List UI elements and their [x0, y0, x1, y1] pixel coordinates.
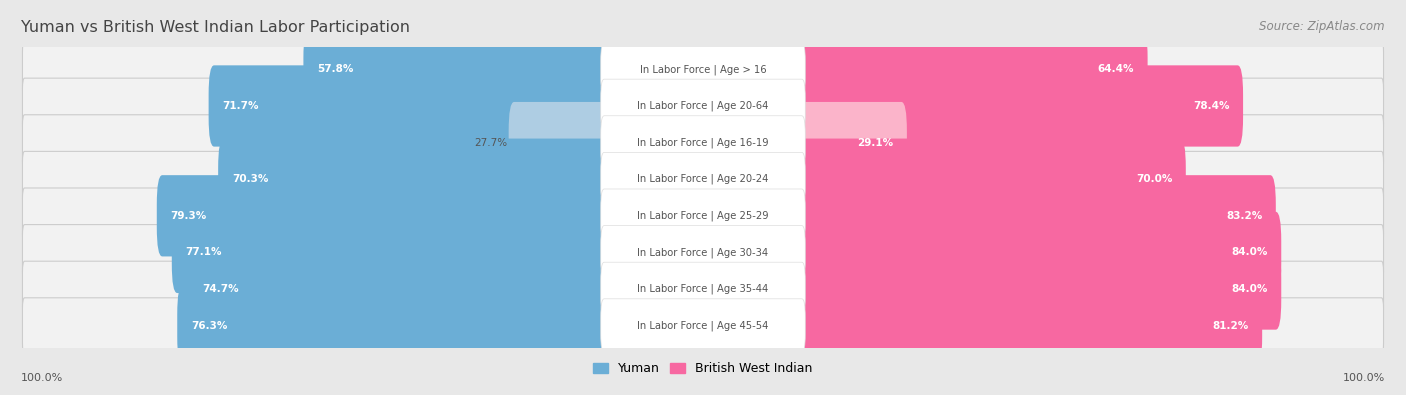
FancyBboxPatch shape	[509, 102, 610, 183]
FancyBboxPatch shape	[600, 43, 806, 96]
Text: 84.0%: 84.0%	[1232, 247, 1268, 258]
FancyBboxPatch shape	[600, 79, 806, 133]
FancyBboxPatch shape	[600, 299, 806, 352]
Text: 27.7%: 27.7%	[474, 137, 508, 148]
FancyBboxPatch shape	[304, 29, 610, 110]
Text: 83.2%: 83.2%	[1226, 211, 1263, 221]
FancyBboxPatch shape	[600, 262, 806, 316]
Text: 74.7%: 74.7%	[202, 284, 239, 294]
FancyBboxPatch shape	[796, 29, 1147, 110]
Text: 70.0%: 70.0%	[1136, 174, 1173, 184]
Text: In Labor Force | Age 16-19: In Labor Force | Age 16-19	[637, 137, 769, 148]
FancyBboxPatch shape	[188, 248, 610, 330]
Text: 70.3%: 70.3%	[232, 174, 269, 184]
FancyBboxPatch shape	[157, 175, 610, 256]
FancyBboxPatch shape	[22, 41, 1384, 97]
Text: Yuman vs British West Indian Labor Participation: Yuman vs British West Indian Labor Parti…	[21, 20, 411, 35]
Text: In Labor Force | Age 35-44: In Labor Force | Age 35-44	[637, 284, 769, 294]
Text: 64.4%: 64.4%	[1098, 64, 1135, 74]
Text: In Labor Force | Age 30-34: In Labor Force | Age 30-34	[637, 247, 769, 258]
Text: 100.0%: 100.0%	[21, 373, 63, 383]
Text: 78.4%: 78.4%	[1192, 101, 1229, 111]
FancyBboxPatch shape	[796, 102, 907, 183]
FancyBboxPatch shape	[22, 261, 1384, 317]
Text: 77.1%: 77.1%	[186, 247, 222, 258]
FancyBboxPatch shape	[600, 226, 806, 279]
Text: In Labor Force | Age > 16: In Labor Force | Age > 16	[640, 64, 766, 75]
FancyBboxPatch shape	[796, 139, 1185, 220]
FancyBboxPatch shape	[172, 212, 610, 293]
Text: In Labor Force | Age 25-29: In Labor Force | Age 25-29	[637, 211, 769, 221]
FancyBboxPatch shape	[208, 65, 610, 147]
Text: 79.3%: 79.3%	[170, 211, 207, 221]
FancyBboxPatch shape	[796, 65, 1243, 147]
FancyBboxPatch shape	[796, 212, 1281, 293]
Text: 81.2%: 81.2%	[1212, 321, 1249, 331]
FancyBboxPatch shape	[22, 188, 1384, 244]
Text: In Labor Force | Age 20-64: In Labor Force | Age 20-64	[637, 101, 769, 111]
FancyBboxPatch shape	[22, 78, 1384, 134]
Text: 57.8%: 57.8%	[316, 64, 353, 74]
FancyBboxPatch shape	[22, 115, 1384, 170]
Text: 29.1%: 29.1%	[858, 137, 893, 148]
FancyBboxPatch shape	[600, 189, 806, 243]
FancyBboxPatch shape	[600, 152, 806, 206]
Legend: Yuman, British West Indian: Yuman, British West Indian	[588, 357, 818, 380]
Text: In Labor Force | Age 20-24: In Labor Force | Age 20-24	[637, 174, 769, 184]
FancyBboxPatch shape	[22, 225, 1384, 280]
FancyBboxPatch shape	[177, 285, 610, 366]
FancyBboxPatch shape	[22, 298, 1384, 354]
FancyBboxPatch shape	[600, 116, 806, 169]
FancyBboxPatch shape	[796, 248, 1281, 330]
Text: In Labor Force | Age 45-54: In Labor Force | Age 45-54	[637, 320, 769, 331]
FancyBboxPatch shape	[796, 175, 1275, 256]
FancyBboxPatch shape	[218, 139, 610, 220]
Text: 100.0%: 100.0%	[1343, 373, 1385, 383]
FancyBboxPatch shape	[22, 151, 1384, 207]
Text: Source: ZipAtlas.com: Source: ZipAtlas.com	[1260, 20, 1385, 33]
Text: 71.7%: 71.7%	[222, 101, 259, 111]
Text: 76.3%: 76.3%	[191, 321, 228, 331]
FancyBboxPatch shape	[796, 285, 1263, 366]
Text: 84.0%: 84.0%	[1232, 284, 1268, 294]
